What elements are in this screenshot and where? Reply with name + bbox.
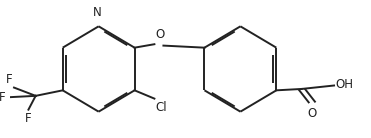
Text: O: O bbox=[308, 107, 317, 120]
Text: Cl: Cl bbox=[155, 101, 167, 114]
Text: F: F bbox=[6, 73, 12, 86]
Text: F: F bbox=[25, 112, 32, 125]
Text: F: F bbox=[0, 91, 6, 104]
Text: N: N bbox=[92, 6, 101, 19]
Text: O: O bbox=[155, 28, 164, 41]
Text: OH: OH bbox=[335, 78, 353, 91]
